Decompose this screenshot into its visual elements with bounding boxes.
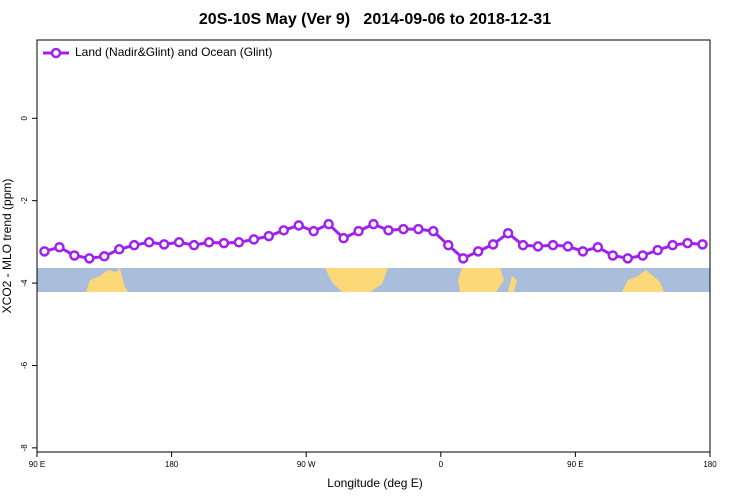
data-point bbox=[383, 225, 394, 236]
data-point bbox=[502, 227, 514, 239]
data-point bbox=[457, 253, 469, 264]
data-point bbox=[69, 250, 80, 261]
data-point bbox=[114, 244, 125, 255]
data-point bbox=[218, 237, 230, 249]
x-tick-label: 90 W bbox=[297, 460, 316, 469]
y-tick-label: -8 bbox=[20, 444, 29, 452]
data-point bbox=[547, 239, 559, 251]
data-point bbox=[607, 250, 619, 261]
x-tick-label: 180 bbox=[703, 460, 717, 469]
data-point bbox=[99, 251, 110, 262]
y-tick-label: -4 bbox=[20, 279, 29, 287]
data-point bbox=[428, 225, 439, 237]
y-tick-label: -2 bbox=[20, 197, 29, 205]
data-point bbox=[682, 237, 693, 249]
data-point bbox=[308, 225, 319, 237]
data-point bbox=[233, 237, 245, 248]
data-point bbox=[622, 253, 633, 264]
data-point bbox=[293, 220, 304, 231]
plot-frame bbox=[36, 39, 711, 453]
data-point bbox=[39, 246, 50, 257]
x-tick-label: 90 E bbox=[29, 460, 45, 469]
x-axis-label: Longitude (deg E) bbox=[327, 476, 422, 490]
data-point bbox=[517, 239, 529, 251]
data-point bbox=[637, 250, 648, 261]
legend-marker bbox=[50, 47, 62, 59]
data-point bbox=[652, 244, 663, 256]
data-point bbox=[203, 237, 215, 248]
data-point bbox=[188, 239, 200, 251]
data-point bbox=[338, 232, 349, 244]
data-point bbox=[532, 241, 544, 252]
x-tick-label: 180 bbox=[165, 460, 179, 469]
data-point bbox=[368, 218, 379, 230]
x-tick-label: 90 E bbox=[567, 460, 583, 469]
chart-title: 20S-10S May (Ver 9) 2014-09-06 to 2018-1… bbox=[199, 11, 551, 28]
data-point bbox=[84, 253, 95, 264]
data-point bbox=[323, 218, 334, 230]
data-point bbox=[592, 241, 604, 253]
data-point bbox=[667, 239, 678, 251]
data-point bbox=[443, 239, 454, 251]
data-point bbox=[263, 230, 275, 242]
data-point bbox=[173, 237, 185, 248]
y-tick-label: -6 bbox=[20, 361, 29, 369]
data-point bbox=[278, 225, 290, 236]
data-point bbox=[143, 237, 155, 248]
data-point bbox=[487, 239, 499, 250]
data-point bbox=[353, 225, 364, 237]
legend-label: Land (Nadir&Glint) and Ocean (Glint) bbox=[75, 45, 272, 59]
data-point bbox=[54, 241, 65, 253]
data-point bbox=[562, 241, 574, 252]
data-point bbox=[697, 239, 708, 250]
map-strip bbox=[37, 268, 710, 292]
data-point bbox=[577, 246, 589, 257]
y-axis-label: XCO2 - MLO trend (ppm) bbox=[0, 179, 14, 314]
y-tick-label: 0 bbox=[20, 116, 29, 121]
data-point bbox=[248, 234, 260, 245]
x-tick-label: 0 bbox=[439, 460, 444, 469]
data-point bbox=[413, 223, 424, 235]
data-point bbox=[128, 239, 140, 251]
data-point bbox=[398, 223, 409, 235]
data-point bbox=[472, 246, 484, 257]
data-point bbox=[158, 239, 170, 250]
